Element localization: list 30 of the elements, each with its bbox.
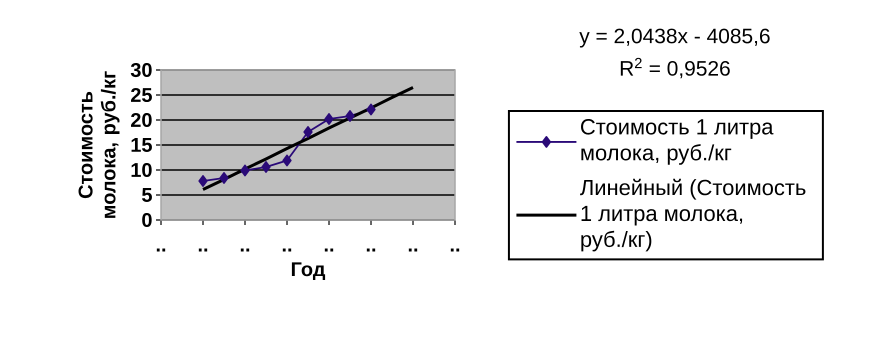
x-tick-label: .. (408, 248, 418, 252)
y-tick-label: 30 (130, 62, 152, 78)
point (282, 154, 292, 166)
point (345, 110, 355, 122)
point (303, 126, 313, 138)
x-tick-label: .. (450, 248, 460, 252)
point (324, 113, 334, 125)
text: y = 2,0438x - 4085,6 (579, 28, 770, 48)
y-tick-label: 15 (132, 138, 152, 152)
point (219, 172, 229, 184)
point (261, 161, 271, 173)
x-tick-label: .. (198, 248, 208, 252)
y-tick-label: 10 (132, 162, 152, 178)
point (240, 164, 250, 176)
x-tick-label: .. (240, 248, 250, 252)
y-axis-title: Стоимость молока, руб./кг (78, 71, 120, 218)
text: R$^{2}$ = 0,9526 (620, 58, 730, 78)
legend-label: Линейный (Стоимость 1 литра молока, руб./кг) (580, 178, 806, 252)
x-tick-label: .. (156, 248, 166, 252)
x-tick-label: .. (366, 248, 376, 252)
point (198, 175, 208, 187)
y-tick-label: 25 (131, 88, 152, 102)
y-tick-label: 0 (142, 212, 152, 228)
y-tick-label: 20 (131, 112, 152, 128)
point (366, 104, 376, 116)
x-axis-title: Год (292, 262, 326, 280)
x-tick-label: .. (324, 248, 334, 252)
x-tick-label: .. (282, 248, 292, 252)
y-tick-label: 5 (142, 188, 152, 202)
legend-label: Стоимость 1 литра молока, руб./кг (581, 119, 774, 165)
